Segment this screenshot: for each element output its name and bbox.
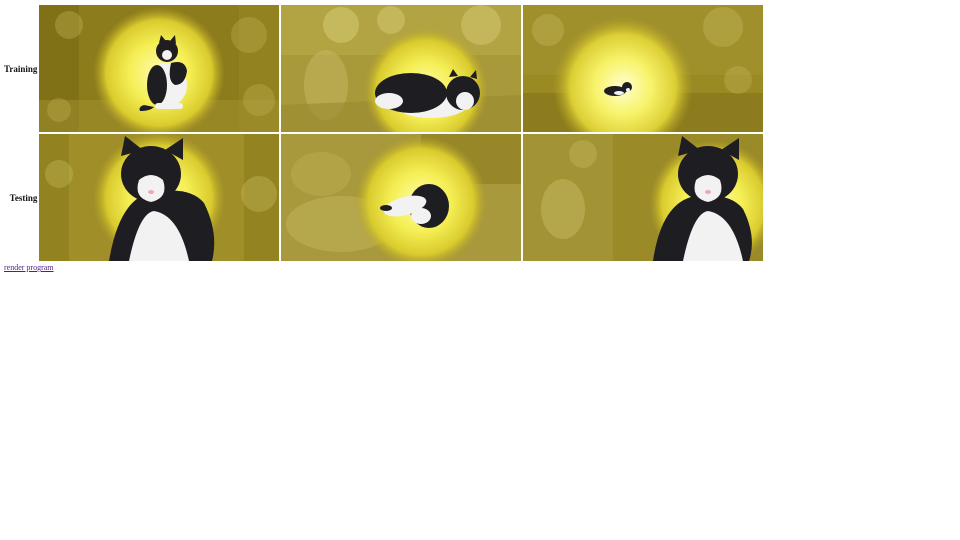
image-grid: Training	[2, 3, 765, 263]
cat-figure	[380, 184, 450, 228]
cat-figure	[139, 35, 188, 111]
training-image-1	[39, 5, 280, 132]
testing-image-2	[281, 134, 522, 261]
cat-figure	[604, 82, 633, 96]
training-row: Training	[4, 5, 764, 132]
testing-row: Testing	[4, 134, 764, 261]
row-label-training: Training	[4, 63, 38, 74]
testing-image-3	[523, 134, 764, 261]
testing-image-1	[39, 134, 280, 261]
cat-figure	[653, 136, 753, 261]
row-label-testing: Testing	[9, 192, 38, 203]
training-image-2	[281, 5, 522, 132]
cat-figure	[109, 136, 215, 261]
cat-figure	[375, 69, 481, 118]
render-program-link[interactable]: render program	[4, 263, 54, 272]
training-image-3	[523, 5, 764, 132]
